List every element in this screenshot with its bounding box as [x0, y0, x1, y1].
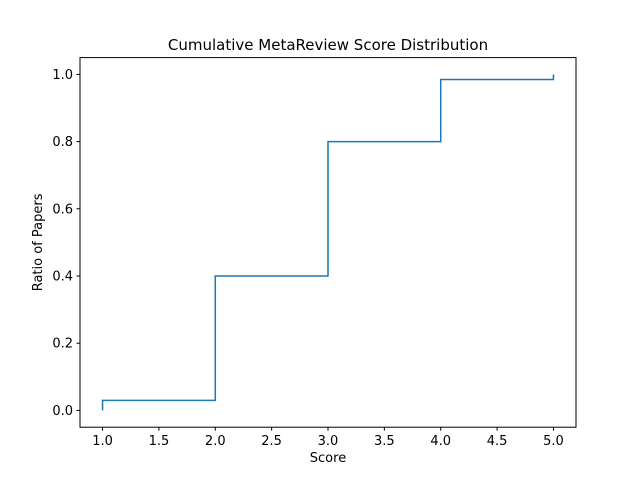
x-tick-label: 4.0 — [430, 434, 451, 449]
y-tick-label: 0.8 — [52, 135, 73, 150]
x-axis-ticks: 1.0 1.5 2.0 2.5 3.0 3.5 4.0 4.5 5.0 — [92, 427, 564, 449]
x-tick-label: 3.5 — [374, 434, 395, 449]
y-tick-label: 1.0 — [52, 68, 73, 83]
x-axis-label: Score — [310, 451, 346, 466]
y-axis-ticks: 0.0 0.2 0.4 0.6 0.8 1.0 — [52, 68, 80, 419]
y-axis-label: Ratio of Papers — [31, 193, 46, 291]
y-tick-label: 0.0 — [52, 404, 73, 419]
chart-title: Cumulative MetaReview Score Distribution — [168, 36, 488, 54]
x-tick-label: 1.0 — [92, 434, 113, 449]
x-tick-label: 1.5 — [149, 434, 170, 449]
y-tick-label: 0.4 — [52, 270, 73, 285]
x-tick-label: 2.0 — [205, 434, 226, 449]
x-tick-label: 4.5 — [487, 434, 508, 449]
plot-border — [79, 57, 577, 428]
x-tick-label: 5.0 — [543, 434, 564, 449]
cumulative-step-line — [101, 74, 555, 411]
y-tick-label: 0.2 — [52, 337, 73, 352]
y-tick-label: 0.6 — [52, 202, 73, 217]
x-tick-label: 2.5 — [261, 434, 282, 449]
x-tick-label: 3.0 — [318, 434, 339, 449]
